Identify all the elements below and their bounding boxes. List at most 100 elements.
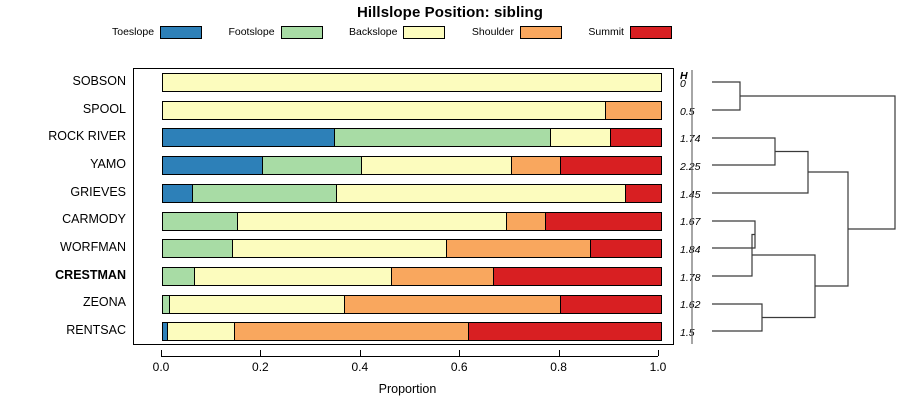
bar-segment-shoulder[interactable] <box>511 157 562 175</box>
h-value: 1.62 <box>680 299 701 312</box>
bar-segment-summit[interactable] <box>626 184 661 202</box>
join-rrYamo-grieves <box>712 150 809 194</box>
bar-segment-summit[interactable] <box>561 157 661 175</box>
bar-segment-footslope[interactable] <box>163 240 233 258</box>
bar-segment-toeslope[interactable] <box>163 129 335 147</box>
bar-segment-footslope[interactable] <box>163 295 171 313</box>
stacked-bar[interactable] <box>162 128 662 148</box>
h-column-header: H <box>680 70 688 82</box>
h-value: 1.45 <box>680 188 701 201</box>
plot-panel <box>133 68 674 345</box>
bar-segment-backslope[interactable] <box>163 101 607 119</box>
y-axis-label: GRIEVES <box>70 184 126 199</box>
x-axis-tick-label: 0.8 <box>550 360 567 374</box>
stacked-bar[interactable] <box>162 156 662 176</box>
stacked-bar[interactable] <box>162 294 662 314</box>
join-root <box>740 95 896 230</box>
bar-row <box>134 235 673 263</box>
legend-entry: Toeslope <box>112 25 203 39</box>
legend-swatch <box>403 25 446 39</box>
bar-segment-summit[interactable] <box>469 323 661 341</box>
legend-label: Shoulder <box>471 26 514 38</box>
legend-entry: Backslope <box>349 25 446 39</box>
x-axis-label: Proportion <box>378 382 437 396</box>
y-axis-label: CARMODY <box>62 212 126 227</box>
stacked-bar[interactable] <box>162 211 662 231</box>
bar-segment-toeslope[interactable] <box>163 157 263 175</box>
bar-segment-footslope[interactable] <box>192 184 338 202</box>
bar-segment-backslope[interactable] <box>551 129 612 147</box>
x-axis-tick <box>161 350 162 356</box>
bar-segment-summit[interactable] <box>494 267 661 285</box>
h-value: 1.78 <box>680 271 701 284</box>
legend-label: Backslope <box>349 26 398 38</box>
y-axis-label: ZEONA <box>82 295 126 310</box>
legend-label: Summit <box>588 26 624 38</box>
y-axis-label: SPOOL <box>82 101 126 116</box>
bar-segment-footslope[interactable] <box>163 212 238 230</box>
y-axis-label: CRESTMAN <box>55 267 126 282</box>
bar-segment-shoulder[interactable] <box>344 295 562 313</box>
bar-segment-backslope[interactable] <box>232 240 447 258</box>
bar-segment-toeslope[interactable] <box>163 184 193 202</box>
bar-segment-summit[interactable] <box>591 240 661 258</box>
join-carmody-worfman <box>712 220 756 249</box>
x-axis-tick <box>658 350 659 356</box>
join-rockriver-yamo <box>712 137 776 166</box>
stacked-bar[interactable] <box>162 183 662 203</box>
bar-row <box>134 318 673 346</box>
bar-row <box>134 152 673 180</box>
stacked-bar[interactable] <box>162 100 662 120</box>
bar-rows <box>134 69 673 344</box>
bar-segment-summit[interactable] <box>546 212 661 230</box>
bar-segment-summit[interactable] <box>561 295 661 313</box>
bar-segment-backslope[interactable] <box>337 184 627 202</box>
y-axis-label: SOBSON <box>72 73 127 88</box>
bar-segment-shoulder[interactable] <box>446 240 592 258</box>
legend-swatch <box>280 25 323 39</box>
x-axis-tick <box>558 350 560 356</box>
dendrogram-branches <box>691 70 896 344</box>
stacked-bar[interactable] <box>162 239 662 259</box>
legend-entry: Summit <box>588 25 672 39</box>
bar-segment-backslope[interactable] <box>195 267 393 285</box>
y-axis-label: YAMO <box>90 156 126 171</box>
bar-segment-backslope[interactable] <box>170 295 345 313</box>
bar-segment-footslope[interactable] <box>334 129 552 147</box>
bar-segment-footslope[interactable] <box>262 157 363 175</box>
bar-segment-shoulder[interactable] <box>235 323 470 341</box>
bar-segment-backslope[interactable] <box>167 323 236 341</box>
x-axis-tick-label: 1.0 <box>649 360 667 374</box>
bar-segment-shoulder[interactable] <box>606 101 661 119</box>
bar-segment-toeslope[interactable] <box>163 323 168 341</box>
join-zeona-rentsac <box>712 303 763 332</box>
bar-segment-backslope[interactable] <box>163 74 661 91</box>
bar-segment-summit[interactable] <box>611 129 661 147</box>
chart-title: Hillslope Position: sibling <box>356 4 544 21</box>
bar-segment-footslope[interactable] <box>163 267 196 285</box>
x-axis-tick <box>359 350 361 356</box>
bar-segment-shoulder[interactable] <box>392 267 495 285</box>
legend-label: Toeslope <box>112 26 155 38</box>
h-value: 2.25 <box>680 160 701 173</box>
join-sobson-spool <box>712 81 741 111</box>
y-axis-label: WORFMAN <box>60 240 126 255</box>
stacked-bar[interactable] <box>162 266 662 286</box>
bar-segment-backslope[interactable] <box>362 157 512 175</box>
bar-segment-backslope[interactable] <box>237 212 507 230</box>
stacked-bar[interactable] <box>162 322 662 342</box>
bar-row <box>134 291 673 319</box>
x-axis-tick-label: 0.0 <box>152 360 170 374</box>
bar-segment-shoulder[interactable] <box>506 212 547 230</box>
dendrogram <box>690 60 900 350</box>
bar-row <box>134 180 673 208</box>
h-value: 1.74 <box>680 133 701 146</box>
legend: Toeslope Footslope Backslope Shoulder Summit <box>112 24 672 40</box>
h-value: 1.84 <box>680 244 701 257</box>
x-axis-line <box>161 356 658 357</box>
bar-row <box>134 263 673 291</box>
legend-entry: Shoulder <box>471 25 562 39</box>
bar-row <box>134 208 673 236</box>
stacked-bar[interactable] <box>162 73 662 92</box>
bar-row <box>134 97 673 125</box>
